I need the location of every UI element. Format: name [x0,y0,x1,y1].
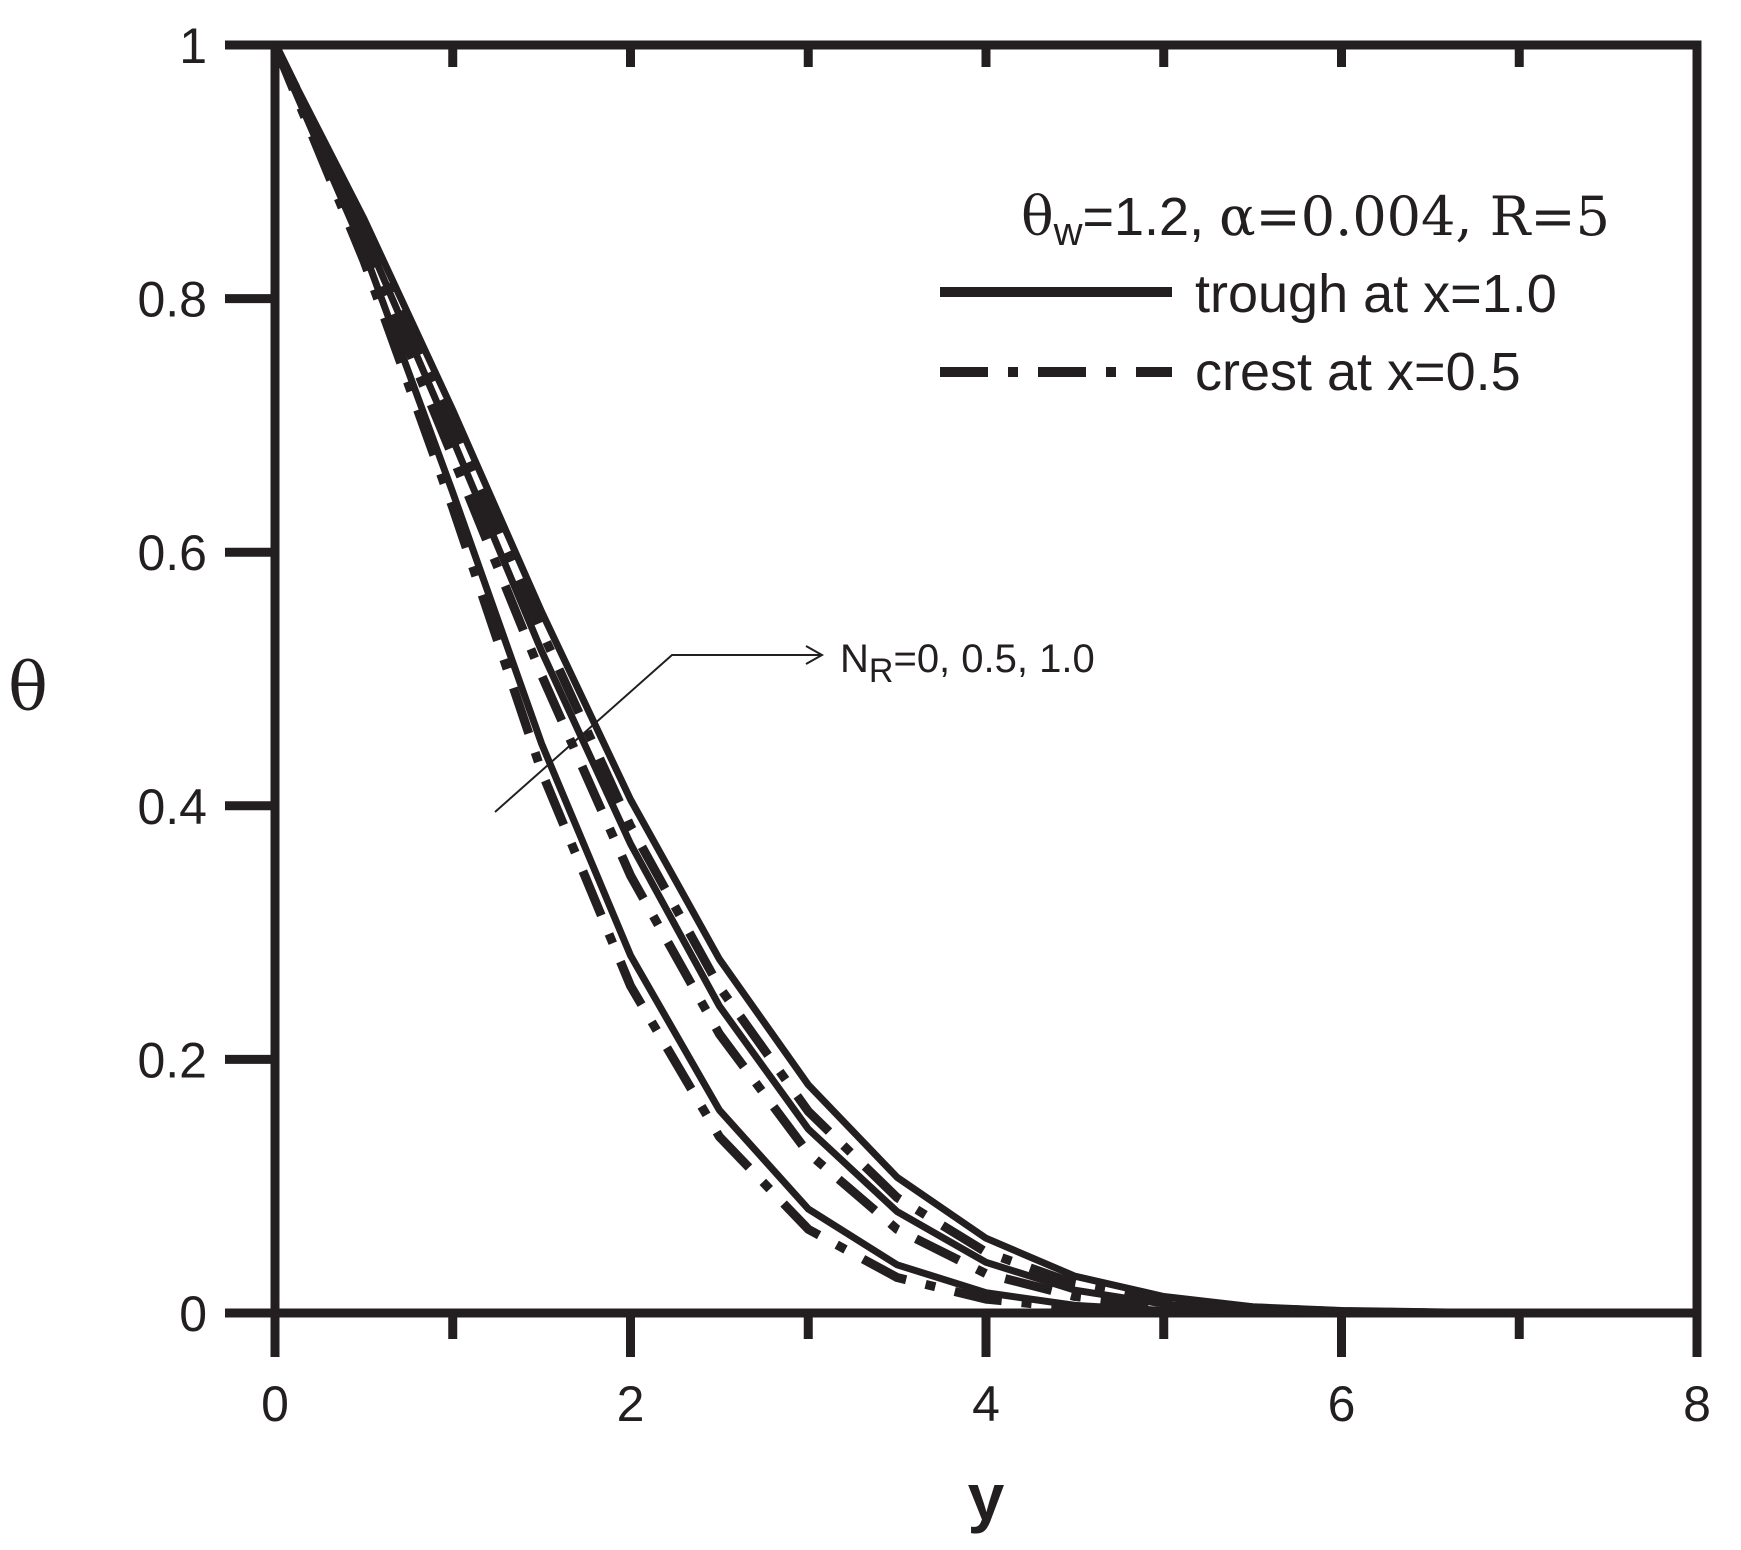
x-tick-label: 6 [1328,1376,1356,1432]
y-axis-label: θ [8,649,48,726]
y-tick-label: 0.8 [137,272,207,328]
series-layer [270,43,1697,1318]
y-tick-label: 0 [179,1286,207,1342]
series-line-dash-dot-3 [270,43,1697,1318]
x-tick-labels: 0 2 4 6 8 [261,1376,1711,1432]
x-tick-label: 2 [617,1376,645,1432]
series-line-dash-dot-4 [270,43,1697,1318]
legend-label-crest: crest at x=0.5 [1195,342,1521,402]
annotation-text: NR=0, 0.5, 1.0 [840,637,1095,690]
y-tick-label: 0.4 [137,779,207,835]
y-tick-label: 0.2 [137,1032,207,1088]
annotation-arrowhead [805,645,825,665]
x-axis-label: y [968,1460,1005,1534]
x-tick-label: 0 [261,1376,289,1432]
parameters-text: θw=1.2, α=0.004, R=5 [1021,185,1610,254]
annotation-arrow-line [494,654,822,813]
legend: θw=1.2, α=0.004, R=5 trough at x=1.0 cre… [940,185,1610,402]
y-tick-label: 0.6 [137,525,207,581]
series-line-dash-dot-5 [270,43,1697,1318]
y-tick-labels: 0 0.2 0.4 0.6 0.8 1 [137,18,207,1342]
nr-annotation: NR=0, 0.5, 1.0 [494,637,1095,813]
x-tick-label: 4 [972,1376,1000,1432]
axis-ticks [225,40,1702,1357]
y-tick-label: 1 [179,18,207,74]
legend-label-trough: trough at x=1.0 [1195,264,1557,324]
x-tick-label: 8 [1683,1376,1711,1432]
